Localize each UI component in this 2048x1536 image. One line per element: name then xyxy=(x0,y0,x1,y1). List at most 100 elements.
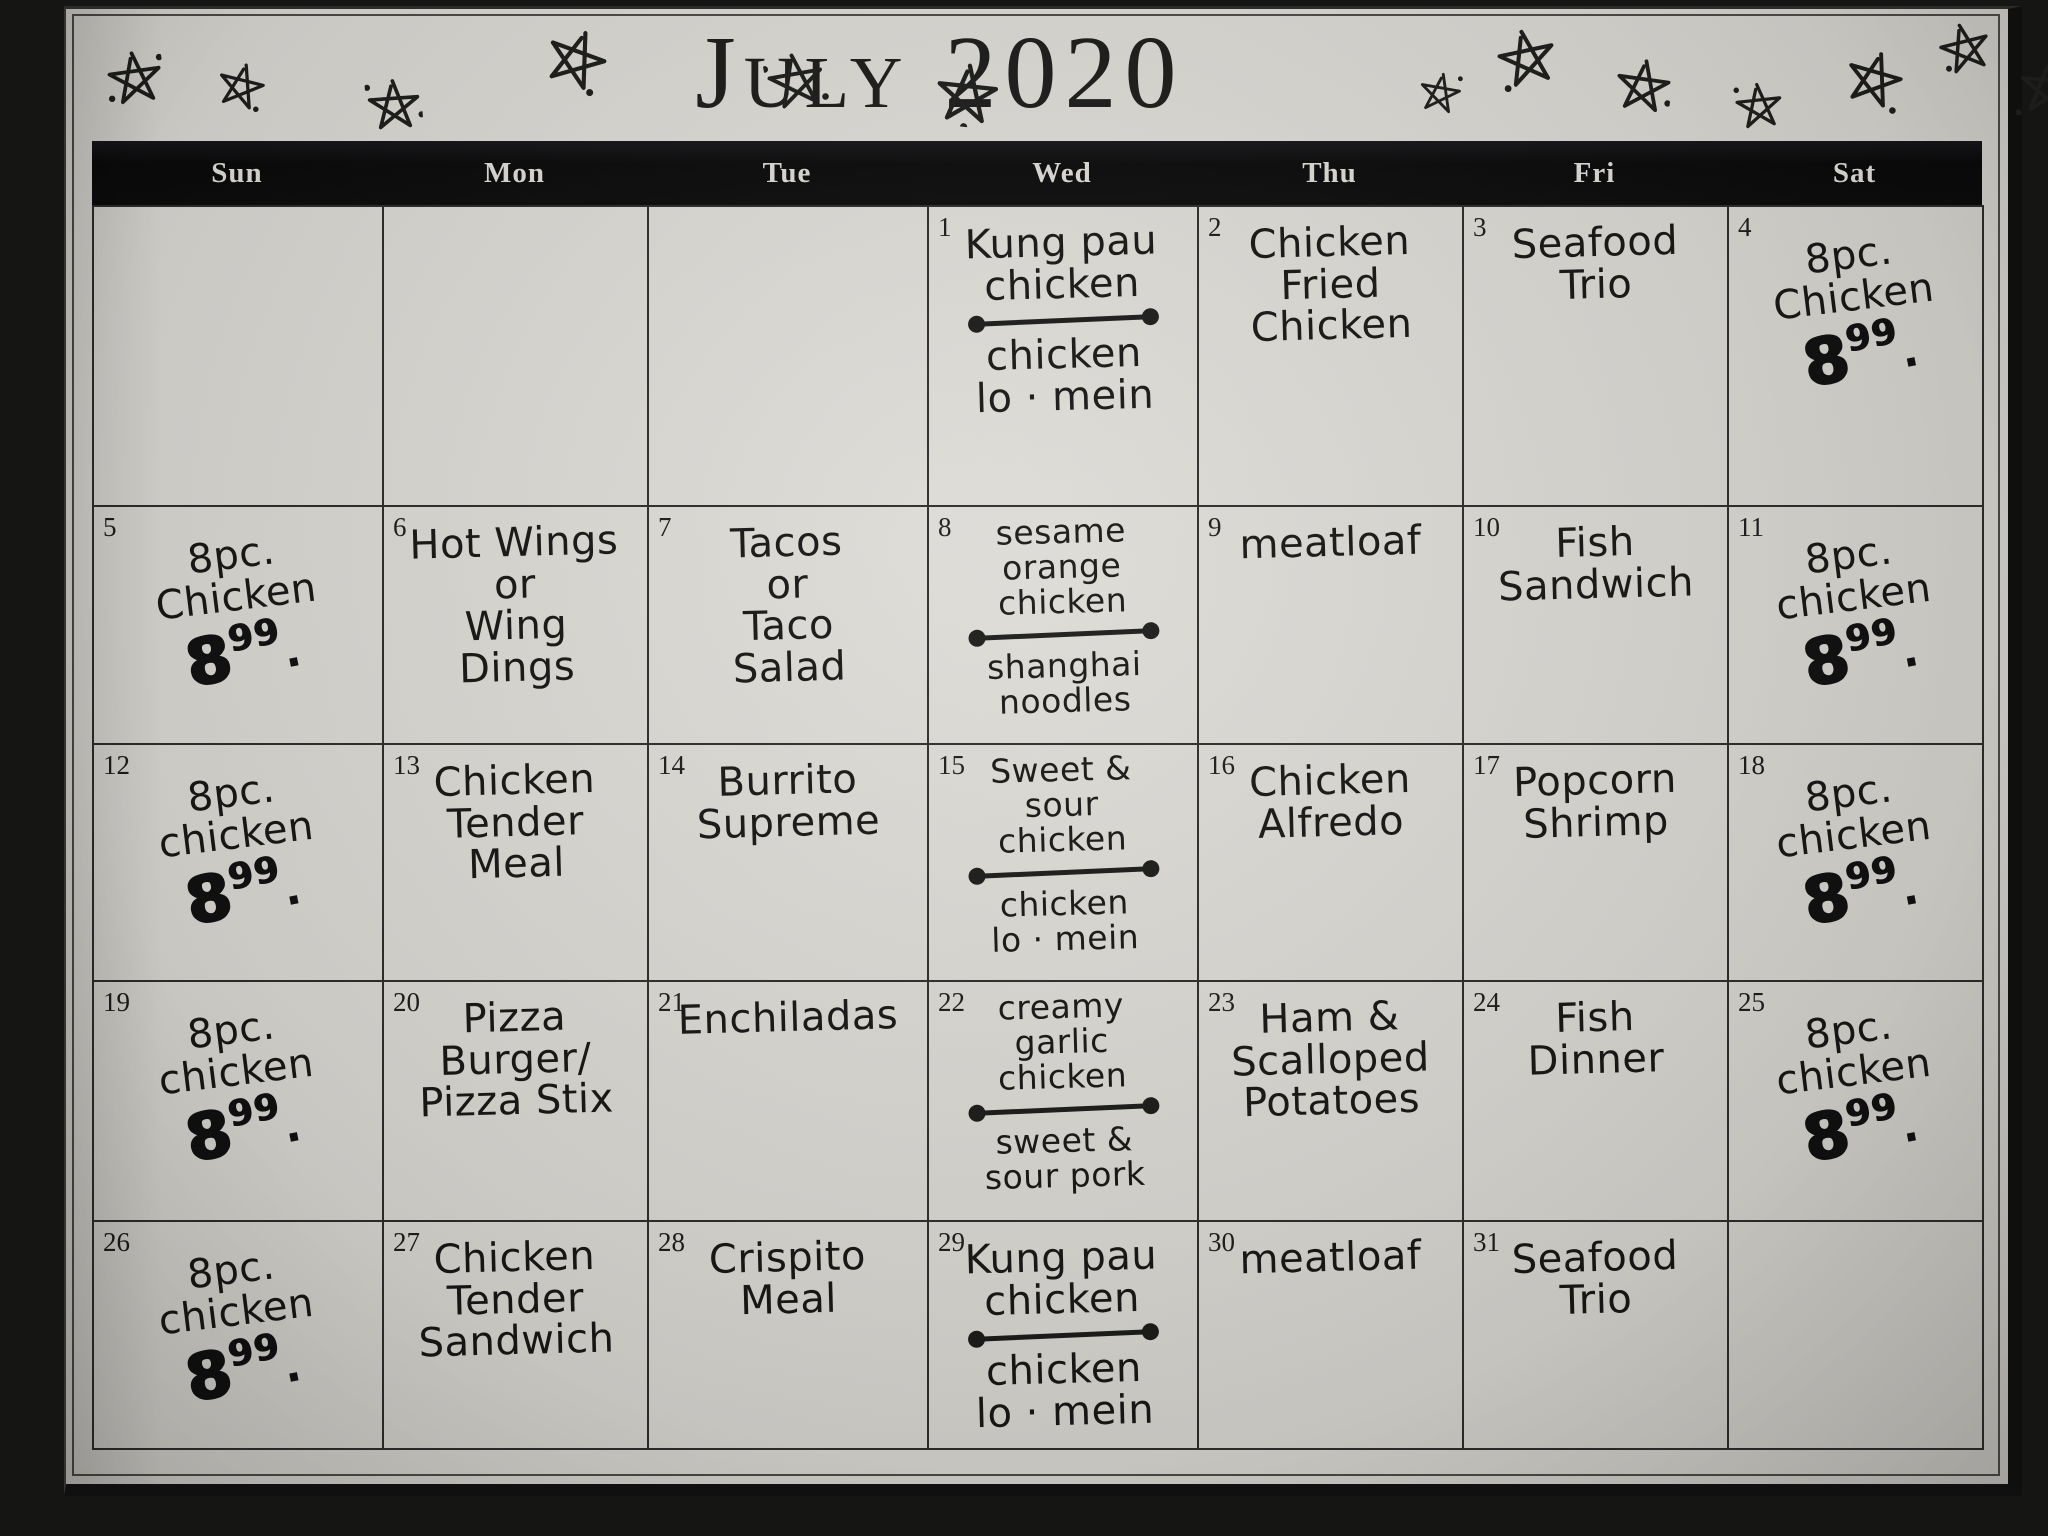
menu-item-text: sour pork xyxy=(984,1153,1146,1197)
menu-item-text: lo · mein xyxy=(975,1386,1155,1438)
menu-item-text: noodles xyxy=(998,679,1132,722)
menu-item-text: Seafood xyxy=(1511,217,1679,269)
menu-entry: Enchiladas xyxy=(653,992,924,1044)
calendar-cell: 27 Chicken Tender Sandwich xyxy=(384,1220,649,1448)
day-number: 26 xyxy=(103,1227,130,1257)
menu-item-text: chicken xyxy=(985,330,1143,381)
dot-icon xyxy=(418,111,424,118)
menu-entry: sesame orange chicken shanghai noodles xyxy=(930,510,1195,723)
day-number: 9 xyxy=(1208,512,1222,542)
menu-entry: Kung pau chicken chicken lo · mein xyxy=(930,1233,1195,1438)
calendar-cell: 12 8pc. chicken 899. xyxy=(94,743,384,980)
menu-entry: Popcorn Shrimp xyxy=(1467,755,1724,848)
menu-item-text: meatloaf xyxy=(1238,1232,1423,1284)
calendar-cell: 7 Tacos or Taco Salad xyxy=(649,505,929,743)
menu-item-text: Potatoes xyxy=(1242,1075,1421,1127)
menu-entry: Burrito Supreme xyxy=(652,756,924,848)
menu-item-text: Chicken xyxy=(1248,217,1411,269)
calendar-cell: 16 Chicken Alfredo xyxy=(1199,743,1464,980)
weekday-label: Wed xyxy=(1032,156,1092,189)
dot-icon xyxy=(253,106,259,113)
dot-icon xyxy=(155,53,163,61)
weekday-label: Sun xyxy=(211,156,263,189)
menu-entry: Chicken Tender Meal xyxy=(386,755,644,889)
menu-entry: Kung pau chicken chicken lo · mein xyxy=(930,217,1195,423)
day-number: 28 xyxy=(658,1227,685,1257)
calendar-cell: 19 8pc. chicken 899. xyxy=(94,980,384,1220)
star-icon xyxy=(1939,23,1988,74)
menu-item-text: Chicken xyxy=(433,755,596,807)
calendar-cell: 14 Burrito Supreme xyxy=(649,743,929,980)
menu-entry: 8pc. chicken 899. xyxy=(1725,996,1987,1178)
day-number: 30 xyxy=(1208,1227,1235,1257)
menu-item-text: chicken xyxy=(997,1055,1128,1098)
menu-item-text: lo · mein xyxy=(975,371,1155,423)
menu-item-text: Fish xyxy=(1554,993,1636,1043)
menu-item-text: Trio xyxy=(1559,1275,1633,1324)
menu-item-text: Chicken xyxy=(1250,301,1413,352)
star-icon xyxy=(1420,72,1463,114)
calendar-cell: 8 sesame orange chicken shanghai noodles xyxy=(929,505,1199,743)
day-number: 7 xyxy=(658,512,672,542)
day-number: 2 xyxy=(1208,212,1222,242)
calendar-cell: 18 8pc. chicken 899. xyxy=(1729,743,1984,980)
menu-item-text: chicken xyxy=(983,259,1141,310)
day-number: 25 xyxy=(1738,987,1765,1017)
calendar-cell: 25 8pc. chicken 899. xyxy=(1729,980,1984,1220)
menu-item-text: Burrito xyxy=(716,756,858,806)
calendar-title: July 2020 xyxy=(695,15,1185,130)
dot-icon xyxy=(1457,76,1463,82)
star-icon xyxy=(1733,82,1782,129)
dot-icon xyxy=(1733,87,1739,94)
calendar-cell: 22 creamy garlic chicken sweet & sour pork xyxy=(929,980,1199,1220)
calendar-cell: 2 Chicken Fried Chicken xyxy=(1199,205,1464,505)
day-number: 20 xyxy=(393,987,420,1017)
calendar-cell: 10 Fish Sandwich xyxy=(1464,505,1729,743)
dot-icon xyxy=(108,95,116,102)
day-number: 23 xyxy=(1208,987,1235,1017)
star-icon xyxy=(937,63,999,131)
menu-item-text: Enchiladas xyxy=(677,992,899,1044)
menu-entry: Fish Dinner xyxy=(1467,993,1724,1085)
menu-entry: Pizza Burger/Pizza Stix xyxy=(386,993,644,1127)
calendar-cell: 20 Pizza Burger/Pizza Stix xyxy=(384,980,649,1220)
day-number: 17 xyxy=(1473,750,1500,780)
day-number: 8 xyxy=(938,512,952,542)
day-number: 29 xyxy=(938,1227,965,1257)
calendar-cell xyxy=(384,205,649,505)
menu-item-text: Popcorn xyxy=(1512,755,1678,807)
day-number: 13 xyxy=(393,750,420,780)
menu-item-text: Hot Wings xyxy=(408,517,619,569)
dot-icon xyxy=(1504,85,1512,93)
calendar-cell: 6 Hot Wings or Wing Dings xyxy=(384,505,649,743)
menu-item-text: Crispito xyxy=(708,1232,867,1284)
day-number: 6 xyxy=(393,512,407,542)
day-number: 22 xyxy=(938,987,965,1017)
day-number: 1 xyxy=(938,212,952,242)
menu-item-text: Meal xyxy=(739,1275,838,1324)
dot-icon xyxy=(364,84,371,91)
star-icon xyxy=(220,63,265,113)
menu-item-text: Sandwich xyxy=(418,1315,616,1367)
calendar-grid: 1 Kung pau chicken chicken lo · mein 2 Chicken… xyxy=(92,205,1984,1450)
day-number: 11 xyxy=(1738,512,1764,542)
star-icon xyxy=(549,31,607,97)
calendar-cell: 31 Seafood Trio xyxy=(1464,1220,1729,1448)
menu-item-text: Alfredo xyxy=(1257,797,1405,848)
menu-entry: Seafood Trio xyxy=(1467,217,1724,310)
menu-item-text: meatloaf xyxy=(1238,517,1423,569)
menu-item-text: Kung pau xyxy=(964,217,1158,269)
weekday-label: Thu xyxy=(1302,156,1357,189)
day-number: 19 xyxy=(103,987,130,1017)
menu-entry: meatloaf xyxy=(1202,1232,1458,1284)
menu-item-text: Pizza Stix xyxy=(418,1075,615,1127)
star-icon xyxy=(1849,52,1903,114)
day-number: 15 xyxy=(938,750,965,780)
calendar-cell: 21 Enchiladas xyxy=(649,980,929,1220)
menu-item-text: Tacos xyxy=(729,518,843,568)
menu-entry: 8pc. Chicken 899. xyxy=(1725,221,1987,403)
menu-item-text: Sandwich xyxy=(1497,559,1695,611)
day-number: 18 xyxy=(1738,750,1765,780)
menu-item-text: Pizza xyxy=(462,993,567,1043)
menu-item-text: chicken xyxy=(985,1345,1143,1396)
